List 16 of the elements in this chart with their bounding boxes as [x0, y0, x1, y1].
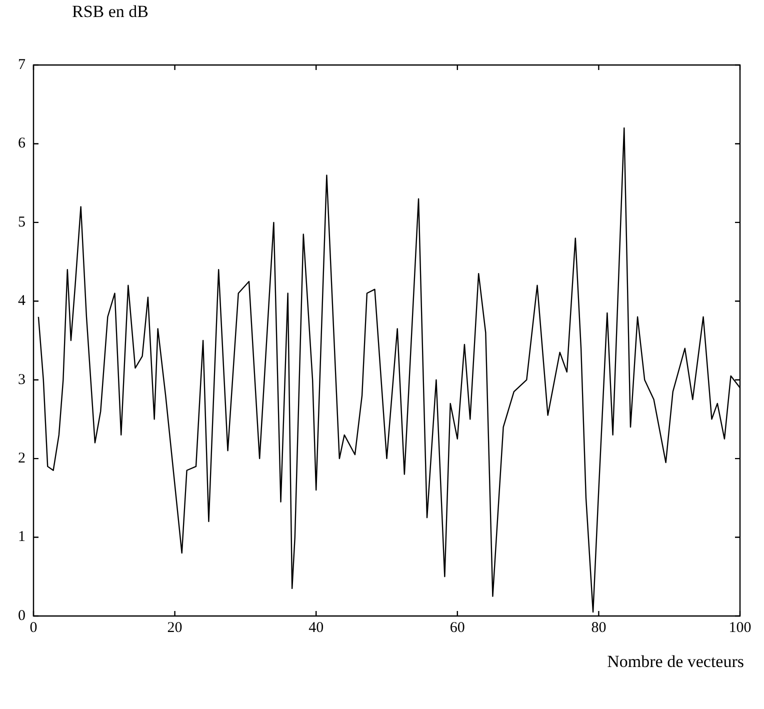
- x-tick-label: 20: [167, 620, 182, 636]
- y-tick-label: 2: [18, 450, 26, 467]
- x-tick-label: 100: [728, 620, 752, 636]
- x-axis-title: Nombre de vecteurs: [607, 652, 744, 672]
- y-tick-label: 6: [18, 136, 26, 152]
- y-axis-title: RSB en dB: [72, 2, 149, 22]
- y-tick-label: 0: [18, 608, 26, 624]
- x-tick-label: 40: [308, 620, 324, 636]
- y-tick-label: 7: [18, 56, 26, 73]
- y-tick-label: 4: [18, 293, 26, 310]
- y-tick-label: 3: [18, 372, 26, 388]
- y-tick-label: 1: [18, 529, 26, 546]
- x-tick-label: 60: [450, 620, 465, 636]
- y-tick-label: 5: [18, 214, 26, 230]
- x-tick-label: 0: [30, 620, 38, 636]
- x-tick-label: 80: [591, 620, 606, 636]
